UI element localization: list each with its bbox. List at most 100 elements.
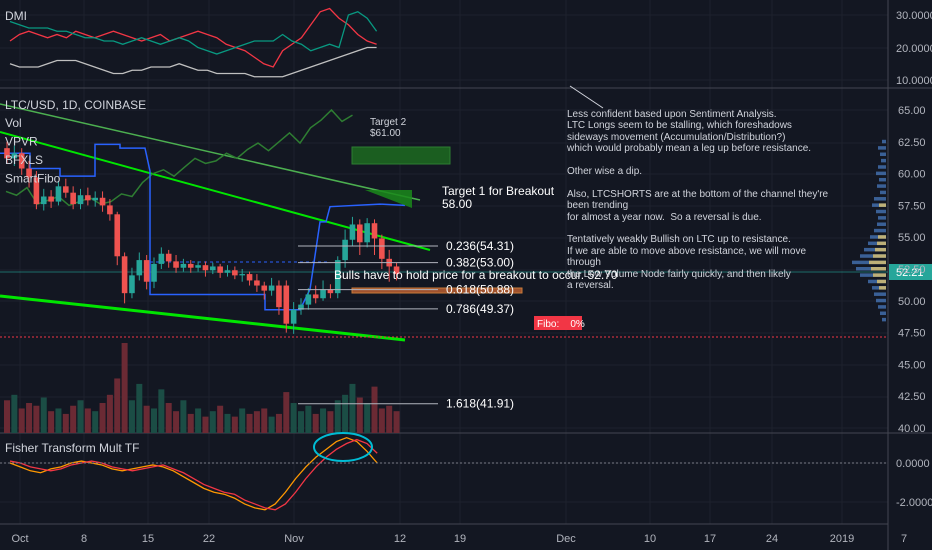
candle-body[interactable] <box>246 274 253 281</box>
candle-body[interactable] <box>48 196 54 202</box>
price-axis-tick: 50.00 <box>898 296 926 308</box>
vpvr-bar-up <box>879 286 886 290</box>
volume-bar <box>386 405 393 433</box>
candle-body[interactable] <box>92 197 98 201</box>
target-1-wedge[interactable] <box>365 190 412 208</box>
candle-body[interactable] <box>85 195 91 201</box>
candle-body[interactable] <box>268 285 275 291</box>
price-axis[interactable]: 30.0000 20.0000 10.0000 65.00 62.50 60.00 57.5… <box>896 10 932 509</box>
volume-bar <box>106 394 113 433</box>
candle-body[interactable] <box>283 285 290 324</box>
candle-body[interactable] <box>298 304 304 310</box>
candle-body[interactable] <box>210 266 216 271</box>
fisher-panel[interactable] <box>9 436 378 511</box>
candle-body[interactable] <box>195 265 201 268</box>
candle-body[interactable] <box>180 263 187 268</box>
volume-bar <box>283 392 290 433</box>
vpvr-bar <box>874 292 886 296</box>
candle-body[interactable] <box>40 196 47 205</box>
volume-bar <box>224 413 231 433</box>
candle-body[interactable] <box>371 223 378 239</box>
candle-body[interactable] <box>18 153 25 169</box>
candle-body[interactable] <box>224 270 231 273</box>
candle-body[interactable] <box>136 260 143 276</box>
fibo-zero-badge[interactable] <box>534 316 582 330</box>
volume-bar <box>70 405 77 433</box>
candle-body[interactable] <box>129 275 135 294</box>
candle-body[interactable] <box>26 168 32 178</box>
candle-body[interactable] <box>342 239 348 261</box>
dmi-axis-tick: 20.0000 <box>896 43 932 55</box>
candle-body[interactable] <box>217 266 223 273</box>
candle-body[interactable] <box>158 253 165 264</box>
bulls-hold-box[interactable] <box>351 287 523 294</box>
fisher-highlight-ellipse[interactable] <box>313 432 373 462</box>
volume-bar <box>320 408 327 433</box>
candle-body[interactable] <box>187 263 194 268</box>
candle-body[interactable] <box>114 214 121 257</box>
volume-bar <box>364 403 371 433</box>
candle-body[interactable] <box>254 280 260 286</box>
fib-levels[interactable]: 0.236(54.31) 0.382(53.00) 0.618(50.88) 0.78… <box>298 239 514 411</box>
candle-body[interactable] <box>305 294 312 305</box>
candle-body[interactable] <box>327 289 334 294</box>
channel-upper-outer-line[interactable] <box>0 103 421 201</box>
candle-body[interactable] <box>202 265 209 271</box>
candle-body[interactable] <box>55 186 62 202</box>
volume-bar <box>261 408 268 433</box>
candle-body[interactable] <box>63 186 69 193</box>
indicator-name[interactable]: VPVR <box>5 135 38 149</box>
candle-body[interactable] <box>99 197 106 206</box>
channel-lower-line[interactable] <box>0 294 406 342</box>
vpvr-bar-up <box>873 273 886 277</box>
candle-body[interactable] <box>33 177 40 205</box>
dmi-axis-tick: 10.0000 <box>896 75 932 87</box>
volume-bar <box>121 343 128 433</box>
price-badge[interactable] <box>889 264 932 280</box>
dmi-series-line <box>9 11 378 55</box>
time-axis[interactable]: Oct 8 15 22 Nov 12 19 Dec 10 17 24 2019 7 <box>11 533 907 545</box>
price-axis-tick: 40.00 <box>898 423 926 435</box>
candle-body[interactable] <box>364 223 370 243</box>
candle-body[interactable] <box>151 263 157 282</box>
volume-bar <box>253 411 260 433</box>
candle-body[interactable] <box>232 270 238 276</box>
vpvr-bar-up <box>875 247 886 252</box>
candle-body[interactable] <box>379 238 385 259</box>
candle-body[interactable] <box>143 260 150 282</box>
vpvr-histogram <box>852 139 886 322</box>
indicator-name[interactable]: BFXLS <box>5 153 43 167</box>
candle-body[interactable] <box>312 294 319 299</box>
candle-body[interactable] <box>320 289 326 299</box>
candle-body[interactable] <box>290 309 297 324</box>
vpvr-bar <box>877 222 886 226</box>
vpvr-bar <box>879 177 886 182</box>
volume-bar <box>393 411 400 433</box>
candlesticks[interactable] <box>4 141 400 334</box>
volume-bar <box>312 413 319 433</box>
candle-body[interactable] <box>107 205 113 215</box>
candle-body[interactable] <box>393 266 400 275</box>
candle-body[interactable] <box>261 285 268 291</box>
target-2-box[interactable] <box>351 146 451 165</box>
candle-body[interactable] <box>121 256 128 294</box>
candle-body[interactable] <box>239 274 245 276</box>
indicator-name[interactable]: Vol <box>5 116 22 130</box>
candle-body[interactable] <box>165 253 172 262</box>
candle-body[interactable] <box>77 195 84 205</box>
candle-body[interactable] <box>276 285 282 308</box>
candle-body[interactable] <box>349 224 356 240</box>
candle-body[interactable] <box>70 192 76 205</box>
price-badge-text: 52.21 <box>896 267 924 279</box>
candle-body[interactable] <box>11 153 18 159</box>
vpvr-bar <box>882 317 886 322</box>
candle-body[interactable] <box>4 148 10 159</box>
dmi-panel[interactable] <box>9 7 378 78</box>
vpvr-bar <box>878 165 886 169</box>
candle-body[interactable] <box>173 261 179 268</box>
candle-body[interactable] <box>334 260 341 294</box>
vpvr-bar-up <box>871 267 886 271</box>
indicator-name[interactable]: SmartFibo <box>5 172 61 186</box>
candle-body[interactable] <box>357 224 363 243</box>
target-1-label: Target 1 for Breakout 58.00 <box>442 184 555 211</box>
